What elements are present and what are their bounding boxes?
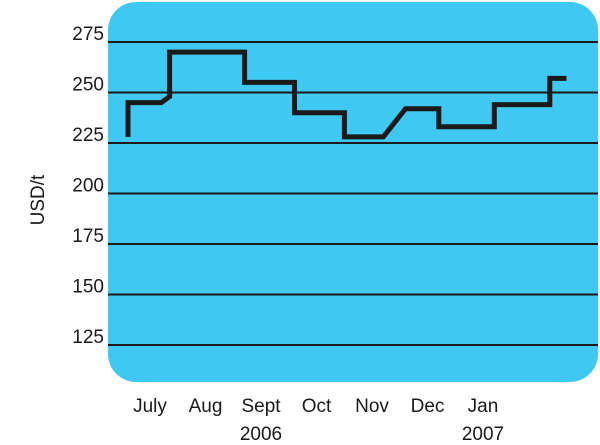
plot-background [108,2,598,382]
y-tick-label: 200 [72,176,104,197]
year-label: 2007 [462,424,504,445]
x-tick-label: Jan [468,396,499,417]
series-line [125,49,567,140]
x-tick-label: Sept [241,396,281,417]
series-layer [125,49,567,140]
y-axis-label: USD/t [28,174,49,225]
y-tick-label: 275 [72,24,104,45]
year-labels: 2006 2007 [240,424,504,445]
x-tick-label: Nov [355,396,389,417]
x-tick-label: Aug [189,396,223,417]
x-tick-label: July [133,396,167,417]
x-tick-label: Dec [411,396,445,417]
y-axis-tick-labels: 125 150 175 200 225 250 275 [72,24,104,348]
gridlines [108,41,598,346]
y-tick-label: 175 [72,226,104,247]
y-tick-label: 150 [72,277,104,298]
y-tick-label: 250 [72,75,104,96]
x-axis-tick-labels: July Aug Sept Oct Nov Dec Jan [133,396,498,417]
year-label: 2006 [240,424,282,445]
y-tick-label: 125 [72,327,104,348]
x-tick-label: Oct [302,396,332,417]
y-tick-label: 225 [72,125,104,146]
